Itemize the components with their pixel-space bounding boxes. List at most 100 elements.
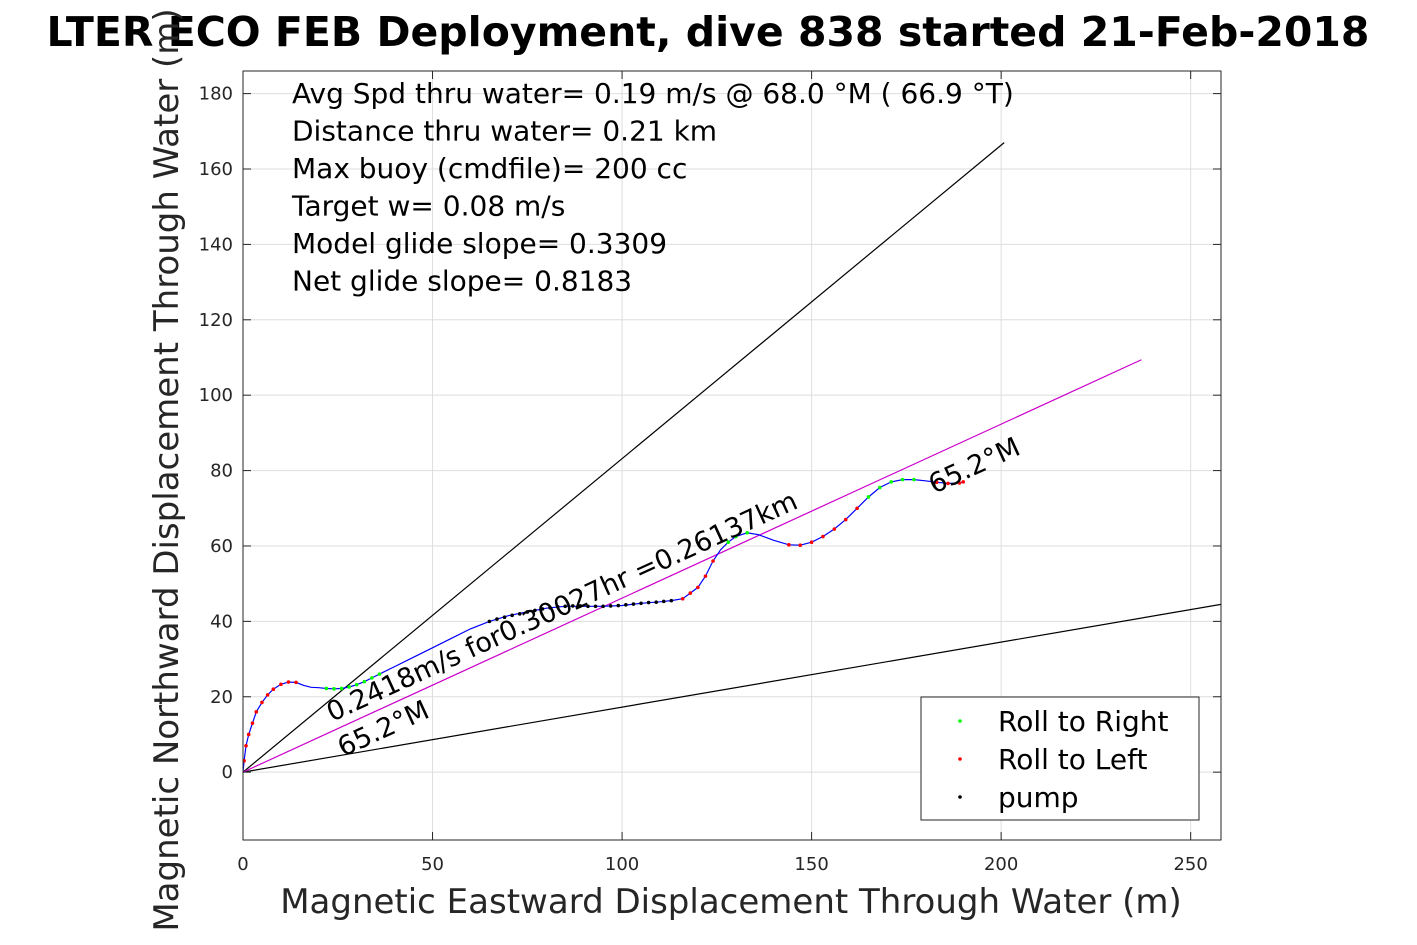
point-roll-to-right [726, 540, 731, 545]
info-line: Net glide slope= 0.8183 [292, 265, 632, 298]
y-axis-label: Magnetic Northward Displacement Through … [147, 8, 187, 931]
point-pump [578, 604, 583, 608]
point-pump [608, 604, 613, 608]
point-roll-to-left [696, 585, 700, 590]
point-roll-to-left [711, 559, 715, 563]
point-roll-to-right [878, 485, 882, 490]
point-pump [631, 602, 636, 606]
point-roll-to-left [243, 759, 246, 763]
point-pump [593, 604, 598, 609]
info-line: Distance thru water= 0.21 km [292, 115, 717, 148]
point-pump [586, 604, 590, 609]
point-roll-to-left [294, 680, 298, 685]
point-pump [502, 615, 507, 620]
y-tick-label: 120 [199, 310, 233, 331]
point-roll-to-left [843, 517, 848, 522]
reference-line-lower-bound [243, 603, 1221, 773]
legend: Roll to Right Roll to Left pump [920, 696, 1200, 821]
point-pump [624, 602, 628, 607]
point-roll-to-left [246, 732, 251, 737]
x-tick-label: 100 [605, 854, 639, 875]
point-roll-to-right [912, 477, 916, 482]
legend-marker [958, 719, 962, 723]
point-pump [533, 608, 537, 613]
point-pump [510, 613, 514, 618]
legend-box [920, 696, 1200, 821]
point-pump [601, 604, 605, 609]
point-roll-to-right [745, 530, 749, 535]
point-roll-to-left [703, 574, 708, 578]
point-pump [570, 604, 575, 608]
point-roll-to-left [946, 481, 950, 486]
info-line: Max buoy (cmdfile)= 200 cc [292, 152, 687, 185]
point-roll-to-right [377, 672, 382, 676]
point-pump [661, 599, 666, 604]
point-roll-to-right [362, 679, 367, 684]
point-roll-to-left [260, 700, 264, 705]
point-roll-to-right [354, 682, 359, 687]
point-roll-to-left [798, 543, 803, 548]
point-roll-to-left [244, 743, 248, 748]
point-pump [654, 600, 658, 604]
point-roll-to-left [832, 527, 837, 531]
point-roll-to-right [866, 495, 871, 499]
point-pump [548, 605, 552, 610]
plot-border [242, 70, 1222, 841]
x-axis-label: Magnetic Eastward Displacement Through W… [280, 882, 1182, 922]
legend-entry: pump [998, 781, 1079, 814]
legend-marker [958, 757, 962, 761]
point-roll-to-left [271, 687, 276, 692]
point-pump [517, 612, 522, 616]
point-pump [540, 607, 545, 611]
point-roll-to-left [787, 543, 791, 547]
point-roll-to-left [286, 680, 291, 684]
info-text: Avg Spd thru water= 0.19 m/s @ 68.0 °M (… [291, 77, 1014, 298]
point-roll-to-left [254, 710, 259, 714]
point-roll-to-right [733, 534, 738, 539]
y-tick-label: 40 [210, 611, 233, 632]
x-tick-label: 200 [984, 854, 1018, 875]
point-pump [555, 604, 560, 609]
legend-entry: Roll to Left [998, 743, 1147, 776]
point-pump [669, 598, 674, 603]
x-tick-label: 150 [794, 854, 828, 875]
point-roll-to-left [934, 480, 939, 485]
y-tick-label: 160 [199, 159, 233, 180]
point-pump [639, 601, 643, 606]
point-pump [495, 617, 499, 621]
ticks: 0 50 100 150 200 250 0 20 40 60 80 100 120 140 160 180 [199, 71, 1221, 875]
point-roll-to-right [900, 477, 905, 482]
point-pump [616, 603, 621, 608]
point-roll-to-left [688, 591, 693, 595]
point-pump [487, 619, 492, 624]
point-roll-to-right [889, 480, 894, 484]
reference-line-upper-bound [243, 142, 1005, 773]
x-tick-label: 250 [1173, 854, 1207, 875]
y-tick-label: 20 [210, 687, 233, 708]
legend-marker [958, 795, 962, 799]
point-pump [646, 600, 651, 605]
point-roll-to-right [339, 686, 344, 691]
point-pump [525, 610, 530, 614]
point-roll-to-left [680, 596, 685, 601]
y-tick-label: 0 [222, 762, 233, 783]
reference-line-heading [243, 359, 1142, 773]
series-markers [243, 477, 966, 763]
y-tick-label: 80 [210, 461, 233, 482]
y-tick-label: 140 [199, 234, 233, 255]
point-roll-to-left [961, 480, 966, 484]
point-roll-to-left [957, 481, 962, 485]
info-line: Avg Spd thru water= 0.19 m/s @ 68.0 °M (… [292, 77, 1014, 110]
point-roll-to-right [332, 687, 336, 691]
point-roll-to-left [821, 534, 825, 539]
info-line: Target w= 0.08 m/s [291, 190, 565, 223]
point-roll-to-left [809, 540, 814, 545]
x-tick-label: 0 [237, 854, 248, 875]
point-roll-to-left [855, 506, 859, 511]
point-roll-to-right [324, 686, 329, 691]
y-tick-label: 60 [210, 536, 233, 557]
point-roll-to-left [279, 682, 283, 687]
chart-title: LTER ECO FEB Deployment, dive 838 starte… [47, 8, 1370, 56]
reference-lines [243, 142, 1221, 773]
point-roll-to-left [265, 693, 270, 697]
